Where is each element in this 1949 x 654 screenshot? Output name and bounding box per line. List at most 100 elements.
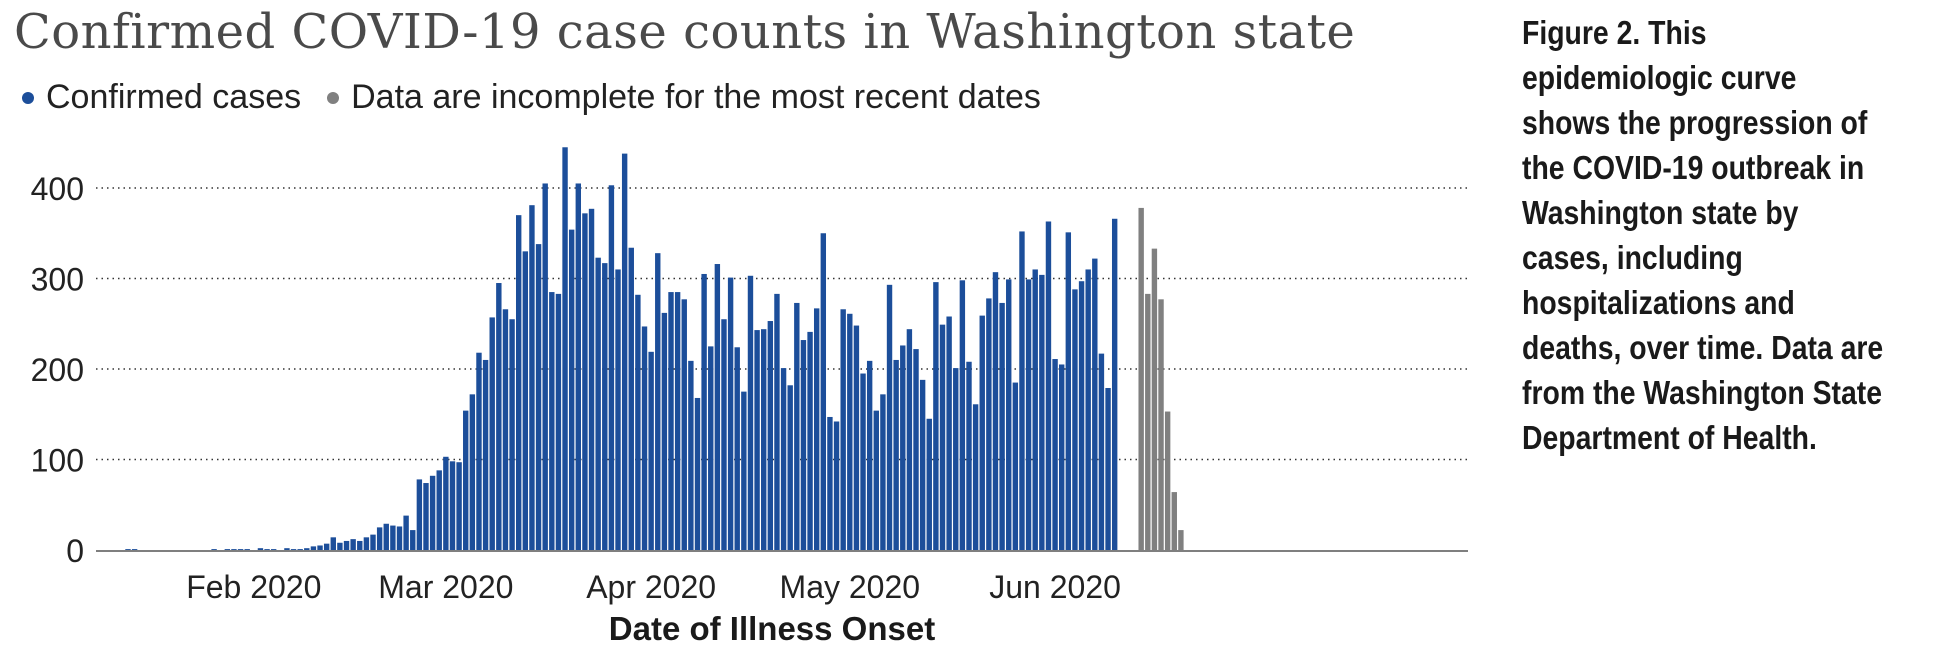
bar-incomplete-155 <box>1151 248 1158 550</box>
bar-confirmed-132 <box>999 302 1005 550</box>
bar-confirmed-53 <box>476 352 482 550</box>
bar-confirmed-112 <box>866 360 873 550</box>
bar-confirmed-31 <box>330 537 336 550</box>
bar-confirmed-55 <box>489 317 495 550</box>
bar-confirmed-66 <box>562 147 568 550</box>
bar-confirmed-93 <box>741 391 747 551</box>
bar-confirmed-49 <box>449 461 456 550</box>
bar-incomplete-159 <box>1178 530 1184 550</box>
bar-confirmed-57 <box>502 309 509 550</box>
bar-confirmed-17 <box>237 549 244 550</box>
bar-confirmed-16 <box>231 549 237 550</box>
bar-confirmed-106 <box>827 416 833 550</box>
bar-confirmed-92 <box>734 347 740 550</box>
y-tick-label-200: 200 <box>31 352 84 388</box>
bar-confirmed-18 <box>244 549 250 550</box>
bar-confirmed-41 <box>396 526 403 550</box>
bar-confirmed-117 <box>900 345 906 550</box>
bar-confirmed-48 <box>443 456 449 550</box>
bar-confirmed-25 <box>290 549 297 550</box>
bar-confirmed-36 <box>363 537 370 550</box>
bar-incomplete-154 <box>1145 293 1151 550</box>
bar-confirmed-142 <box>1065 232 1072 550</box>
bar-confirmed-72 <box>602 263 608 550</box>
bar-confirmed-74 <box>615 269 621 550</box>
bar-confirmed-20 <box>257 548 264 550</box>
bar-confirmed-58 <box>509 319 515 550</box>
x-axis-title: Date of Illness Onset <box>609 610 935 647</box>
legend-item-incomplete: Data are incomplete for the most recent … <box>327 78 1041 117</box>
bar-confirmed-140 <box>1052 359 1058 550</box>
legend-label-incomplete: Data are incomplete for the most recent … <box>351 78 1041 116</box>
bar-confirmed-65 <box>555 293 562 550</box>
bar-confirmed-33 <box>343 540 350 550</box>
bar-confirmed-44 <box>416 479 423 550</box>
bar-confirmed-47 <box>436 470 442 550</box>
bar-confirmed-146 <box>1092 258 1098 550</box>
x-tick-label-mar-2020: Mar 2020 <box>378 569 513 605</box>
bar-confirmed-89 <box>714 264 721 550</box>
bar-confirmed-119 <box>913 349 919 550</box>
bar-confirmed-75 <box>621 153 628 551</box>
bar-confirmed-135 <box>1019 231 1025 550</box>
bar-confirmed-136 <box>1025 279 1032 550</box>
bar-confirmed-94 <box>747 275 754 550</box>
bar-confirmed-35 <box>357 540 363 550</box>
bar-confirmed-70 <box>588 208 595 550</box>
bar-confirmed-90 <box>721 319 727 550</box>
bar-confirmed-109 <box>847 313 853 550</box>
bar-confirmed-85 <box>688 360 694 550</box>
legend-swatch-confirmed <box>22 91 34 104</box>
bar-confirmed-107 <box>833 421 840 550</box>
bar-confirmed-105 <box>820 233 827 550</box>
bar-confirmed-126 <box>959 280 966 550</box>
bar-confirmed-37 <box>370 534 376 550</box>
bar-confirmed-114 <box>880 394 886 550</box>
bar-confirmed-63 <box>542 183 548 550</box>
legend: Confirmed cases Data are incomplete for … <box>22 78 1067 117</box>
bar-confirmed-110 <box>853 325 860 550</box>
bar-confirmed-64 <box>549 292 555 550</box>
bar-confirmed-73 <box>608 185 615 550</box>
x-tick-label-may-2020: May 2020 <box>780 569 921 605</box>
bar-confirmed-82 <box>668 292 674 550</box>
bar-confirmed-54 <box>482 359 489 550</box>
bar-confirmed-99 <box>780 368 787 550</box>
bar-confirmed-115 <box>886 284 893 550</box>
bar-confirmed-137 <box>1032 269 1038 550</box>
bar-confirmed-83 <box>674 292 681 550</box>
bar-confirmed-104 <box>813 308 820 550</box>
legend-label-confirmed: Confirmed cases <box>46 78 302 116</box>
bar-confirmed-138 <box>1039 274 1045 550</box>
bar-confirmed-68 <box>575 183 581 550</box>
bar-confirmed-118 <box>906 329 913 550</box>
bar-confirmed-38 <box>376 527 383 551</box>
bar-confirmed-145 <box>1085 269 1091 550</box>
bar-confirmed-121 <box>926 418 932 550</box>
y-tick-label-400: 400 <box>31 171 84 207</box>
bar-incomplete-153 <box>1138 207 1144 550</box>
bar-confirmed-69 <box>582 213 588 550</box>
bar-confirmed-34 <box>350 539 356 550</box>
bar-confirmed-84 <box>681 299 687 550</box>
bar-confirmed-79 <box>648 351 654 550</box>
bar-confirmed-13 <box>211 549 217 550</box>
bar-confirmed-86 <box>694 397 701 550</box>
x-tick-label-feb-2020: Feb 2020 <box>186 569 321 605</box>
bar-confirmed-144 <box>1078 281 1085 550</box>
bar-confirmed-129 <box>979 315 985 550</box>
bar-incomplete-157 <box>1164 411 1171 550</box>
bar-confirmed-42 <box>403 515 409 550</box>
bar-confirmed-95 <box>754 330 760 550</box>
bar-confirmed-111 <box>860 373 866 550</box>
bar-confirmed-125 <box>953 368 959 550</box>
bar-confirmed-88 <box>708 346 714 551</box>
bar-confirmed-21 <box>264 549 270 550</box>
bar-confirmed-51 <box>463 410 469 550</box>
y-tick-label-100: 100 <box>31 443 84 479</box>
bar-incomplete-156 <box>1158 299 1164 550</box>
bar-confirmed-128 <box>972 404 979 550</box>
legend-item-confirmed: Confirmed cases <box>22 78 301 117</box>
bar-confirmed-131 <box>992 272 999 550</box>
